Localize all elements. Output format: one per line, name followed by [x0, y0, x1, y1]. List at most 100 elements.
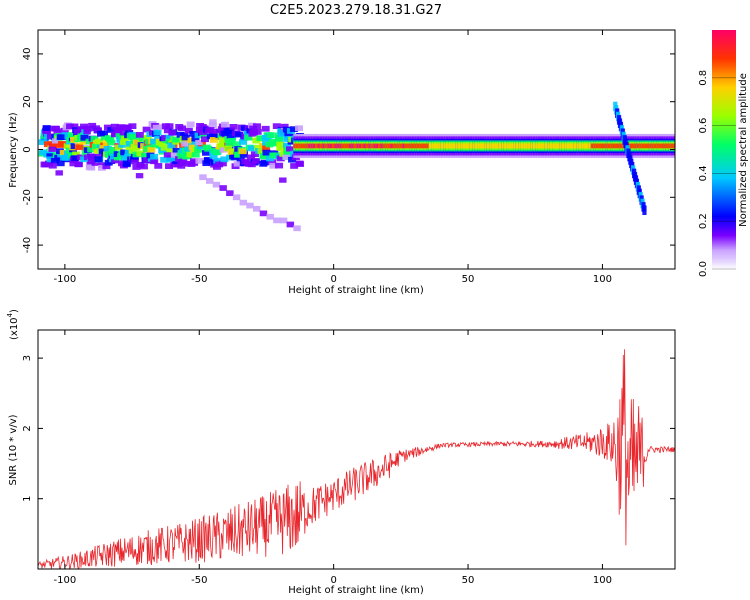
heatmap-cell	[275, 162, 284, 169]
heatmap-y-axis-label: Frequency (Hz)	[8, 112, 19, 188]
heatmap-cell	[132, 144, 141, 151]
heatmap-cell	[58, 142, 67, 148]
heatmap-cell	[184, 127, 193, 134]
heatmap-y-tick-label: -20	[22, 189, 33, 205]
heatmap-cell	[253, 205, 261, 212]
heatmap-cell	[107, 127, 116, 133]
heatmap-y-tick-label: 40	[22, 48, 33, 61]
heatmap-cell	[165, 123, 174, 130]
heatmap-cell	[484, 143, 489, 149]
heatmap-cell	[479, 143, 484, 149]
heatmap-cell	[440, 143, 446, 149]
snr-plot-frame	[37, 329, 676, 570]
heatmap-cell	[66, 123, 75, 130]
heatmap-cell	[206, 127, 215, 133]
heatmap-cell	[612, 143, 617, 149]
heatmap-cell	[276, 141, 285, 148]
heatmap-cell	[229, 123, 238, 130]
snr-x-tick-label: -100	[54, 575, 77, 586]
heatmap-cell	[561, 143, 567, 149]
heatmap-cell	[530, 143, 535, 149]
heatmap-cell	[247, 161, 256, 168]
heatmap-marks	[38, 101, 675, 232]
heatmap-cell	[104, 159, 113, 166]
heatmap-cell	[248, 122, 257, 129]
heatmap-cell	[246, 202, 254, 209]
heatmap-cell	[370, 143, 375, 149]
heatmap-cell	[69, 161, 77, 167]
heatmap-cell	[120, 149, 129, 156]
heatmap-cell	[200, 136, 209, 143]
heatmap-cell	[72, 151, 81, 158]
heatmap-cell	[436, 143, 441, 149]
heatmap-cell	[641, 143, 646, 149]
heatmap-cell	[450, 143, 455, 149]
heatmap-cell	[276, 155, 285, 162]
heatmap-cell	[663, 143, 668, 149]
heatmap-x-tick-label: 50	[462, 274, 475, 285]
heatmap-cell	[91, 143, 100, 150]
heatmap-cell	[111, 131, 119, 138]
heatmap-cell	[99, 145, 108, 151]
heatmap-cell	[165, 163, 173, 170]
heatmap-cell	[511, 143, 516, 149]
heatmap-cell	[491, 143, 496, 149]
heatmap-cell	[182, 153, 191, 160]
heatmap-cell	[489, 143, 494, 149]
heatmap-cell	[168, 129, 177, 136]
heatmap-cell	[358, 143, 363, 149]
heatmap-cell	[46, 156, 55, 163]
heatmap-cell	[513, 143, 518, 149]
heatmap-cell	[294, 125, 303, 132]
heatmap-y-tick-label: 20	[22, 95, 33, 108]
heatmap-cell	[135, 173, 144, 179]
heatmap-cell	[443, 143, 448, 149]
heatmap-y-tick-label: 0	[22, 146, 33, 152]
heatmap-cell	[305, 143, 310, 149]
heatmap-cell	[293, 225, 301, 232]
colorbar-tick-label: 0.6	[698, 118, 709, 134]
heatmap-cell	[209, 153, 218, 159]
heatmap-cell	[110, 123, 119, 130]
heatmap-cell	[119, 139, 128, 145]
heatmap-cell	[181, 141, 189, 147]
heatmap-cell	[269, 152, 278, 159]
heatmap-cell	[179, 158, 188, 165]
heatmap-cell	[496, 143, 501, 149]
heatmap-cell	[74, 161, 83, 168]
heatmap-cell	[60, 154, 69, 161]
heatmap-cell	[236, 156, 245, 163]
snr-y-multiplier: (x104)	[6, 309, 20, 340]
heatmap-cell	[404, 143, 409, 149]
heatmap-cell	[161, 135, 169, 141]
heatmap-cell	[295, 160, 304, 167]
heatmap-cell	[327, 143, 332, 149]
heatmap-cell	[70, 143, 79, 150]
snr-x-tick-label: 100	[593, 575, 612, 586]
heatmap-cell	[132, 164, 141, 170]
heatmap-cell	[266, 132, 275, 139]
heatmap-cell	[279, 177, 287, 183]
heatmap-cell	[602, 143, 608, 149]
heatmap-cell	[224, 145, 233, 152]
heatmap-cell	[256, 135, 265, 142]
heatmap-cell	[220, 156, 229, 163]
heatmap-cell	[336, 143, 342, 149]
heatmap-cell	[83, 129, 91, 135]
heatmap-cell	[289, 126, 298, 132]
heatmap-cell	[178, 125, 187, 132]
heatmap-cell	[128, 134, 137, 141]
heatmap-cell	[462, 143, 467, 149]
heatmap-cell	[573, 143, 579, 149]
heatmap-cell	[595, 143, 600, 149]
heatmap-cell	[268, 138, 277, 145]
heatmap-cell	[244, 134, 253, 141]
heatmap-cell	[252, 123, 261, 130]
heatmap-cell	[170, 152, 179, 158]
heatmap-cell	[191, 151, 200, 158]
heatmap-x-tick-label: -100	[54, 274, 77, 285]
heatmap-cell	[225, 141, 234, 148]
heatmap-cell	[353, 143, 359, 149]
heatmap-cell	[411, 143, 417, 149]
heatmap-cell	[661, 143, 666, 149]
